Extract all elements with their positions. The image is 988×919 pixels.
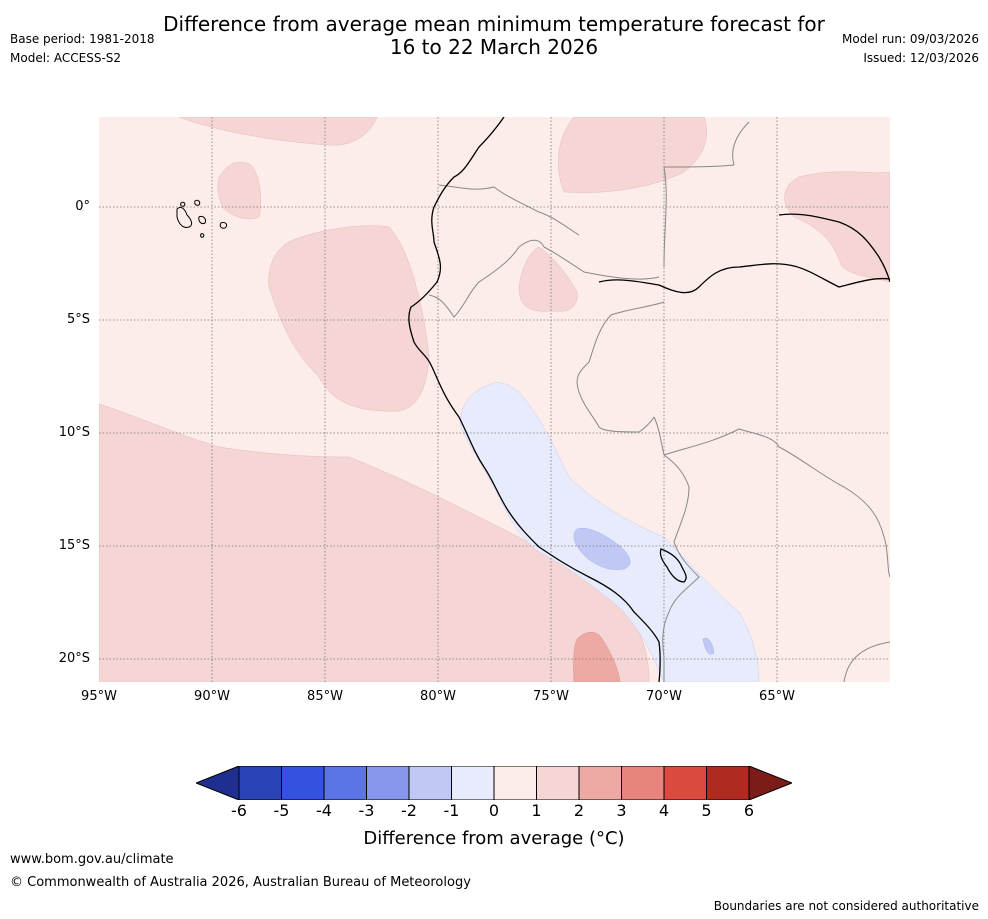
source-url: www.bom.gov.au/climate [10,852,174,867]
forecast-map [99,117,890,682]
anomaly-1-2-colombia [558,117,707,193]
lat-label-20s: 20°S [58,651,90,666]
anomaly-1-2-peru-east [518,246,578,312]
cbar-tick-neg5: -5 [273,801,290,820]
colorbar [196,766,792,800]
lat-label-15s: 15°S [58,538,90,553]
model-run: Model run: 09/03/2026 [841,32,979,46]
colorbar-cell-5-6 [706,766,750,800]
base-period: Base period: 1981-2018 [10,32,155,46]
cbar-tick-neg3: -3 [358,801,375,820]
title-line-1: Difference from average mean minimum tem… [163,12,825,36]
lat-label-5s: 5°S [66,312,90,327]
cbar-tick-neg6: -6 [231,801,247,820]
coastline-north-colombia [598,263,890,294]
colorbar-cell-neg3-neg2 [366,766,410,800]
lon-label-90w: 90°W [194,689,230,704]
lon-label-70w: 70°W [646,689,682,704]
border-brazil-venezuela [732,121,750,166]
meta-right: Model run: 09/03/2026 Issued: 12/03/2026 [842,30,979,68]
colorbar-cell-low-extend [196,766,240,800]
boundaries-note: Boundaries are not considered authoritat… [713,899,979,913]
coastline-amazon-river [778,213,890,283]
cbar-tick-neg4: -4 [316,801,332,820]
colorbar-cell-high-extend [748,766,792,800]
anomaly-2-3-south-coast [573,632,621,682]
island-san-cristobal [219,222,228,229]
anomaly-1-2-offshore-peru [268,225,430,412]
cbar-tick-0: 0 [488,801,500,820]
border-colombia-brazil [663,164,735,268]
issued-date: Issued: 12/03/2026 [863,51,979,65]
graticule [99,117,890,682]
cbar-tick-neg2: -2 [401,801,417,820]
lon-label-65w: 65°W [759,689,795,704]
lon-label-75w: 75°W [533,689,569,704]
colorbar-cell-2-3 [578,766,622,800]
map-title: Difference from average mean minimum tem… [0,13,988,59]
anomaly-neg1-0-peru-coast [460,382,760,682]
colorbar-cell-neg1-0 [451,766,495,800]
cbar-tick-neg1: -1 [443,801,460,820]
coastline-west [408,117,661,682]
colorbar-label: Difference from average (°C) [363,828,625,849]
colorbar-cell-0-1 [493,766,537,800]
colorbar-cell-neg6-neg5 [238,766,282,800]
anomaly-neg2-neg1-southern-peru [573,527,631,570]
island-floreana [200,233,205,238]
lon-label-85w: 85°W [307,689,343,704]
lon-label-95w: 95°W [81,689,117,704]
cbar-tick-3: 3 [616,801,627,820]
cbar-tick-5: 5 [701,801,712,820]
island-santiago [194,199,201,206]
border-chile-bolivia [662,611,670,682]
galapagos-islands [176,199,228,238]
lat-label-0: 0° [75,199,90,214]
border-ecuador-peru [428,239,545,318]
lake-titicaca [659,548,687,583]
cbar-tick-1: 1 [531,801,542,820]
cbar-tick-2: 2 [573,801,585,820]
anomaly-1-2-galapagos-west [217,161,261,220]
lon-label-80w: 80°W [420,689,456,704]
colorbar-cell-neg2-neg1 [408,766,452,800]
colorbar-cell-neg5-neg4 [281,766,325,800]
border-bolivia-paraguay [843,641,890,682]
meta-left: Base period: 1981-2018 Model: ACCESS-S2 [10,30,155,68]
copyright: © Commonwealth of Australia 2026, Austra… [10,875,471,890]
border-peru-brazil-north [576,301,665,433]
cbar-tick-6: 6 [743,801,755,820]
title-line-2: 16 to 22 March 2026 [389,35,599,59]
country-borders [428,121,890,682]
island-santa-cruz [198,216,206,224]
lat-label-10s: 10°S [58,425,90,440]
island-fernandina [180,201,186,207]
border-colombia-ecuador [438,184,580,236]
border-peru-colombia [543,246,660,280]
island-isabela [176,206,193,228]
anomaly-1-2-amazon-east [784,171,890,283]
model-name: Model: ACCESS-S2 [10,51,122,65]
colorbar-cell-neg4-neg3 [323,766,367,800]
anomaly-neg2-neg1-lake-area [702,637,715,655]
coastlines [408,117,890,682]
colorbar-cell-1-2 [536,766,580,800]
colorbar-cell-4-5 [663,766,707,800]
border-peru-bolivia [653,416,700,613]
cbar-tick-4: 4 [658,801,670,820]
border-brazil-bolivia [663,428,890,578]
anomaly-1-2-north-pacific [178,117,378,146]
colorbar-cell-3-4 [621,766,665,800]
